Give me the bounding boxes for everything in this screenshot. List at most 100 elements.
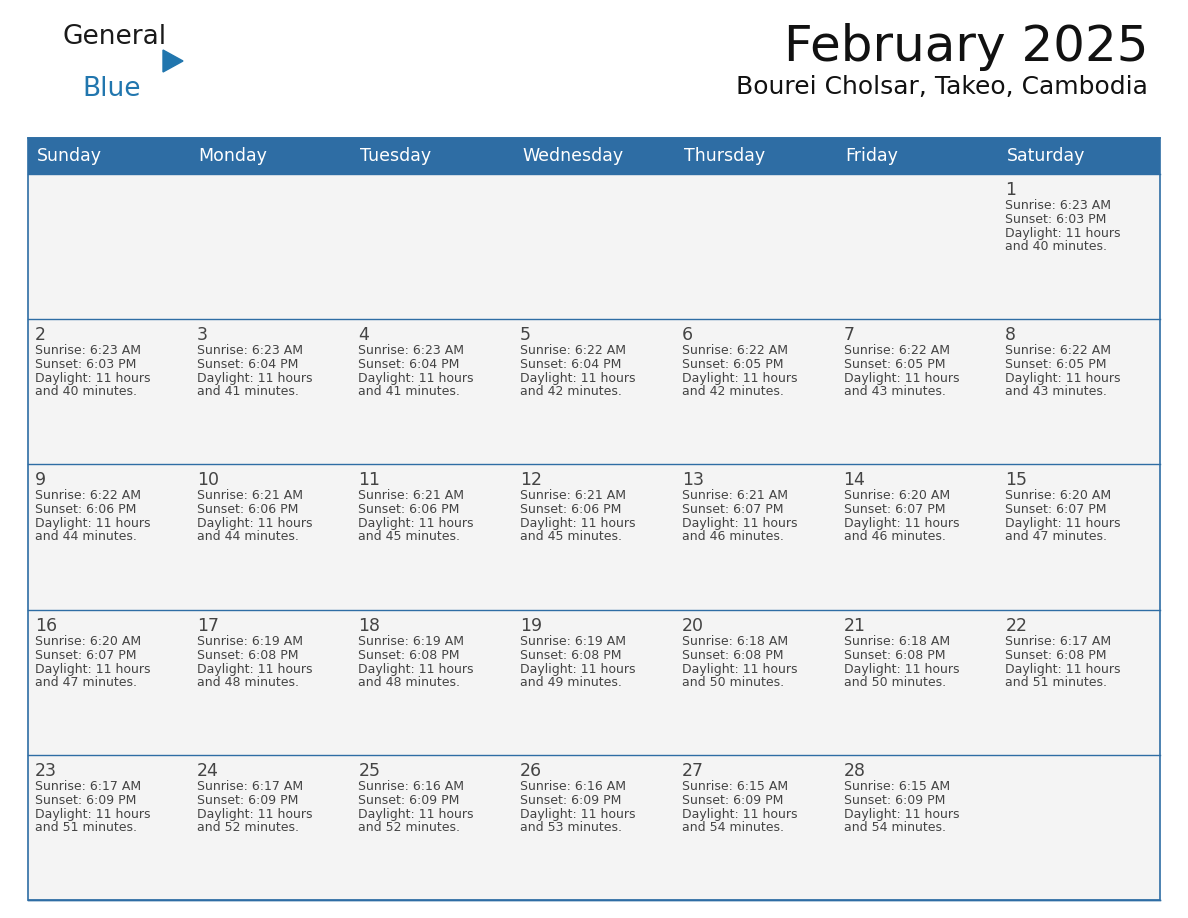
- Text: General: General: [62, 24, 166, 50]
- Text: Monday: Monday: [198, 147, 267, 165]
- Text: and 46 minutes.: and 46 minutes.: [682, 531, 784, 543]
- Text: and 48 minutes.: and 48 minutes.: [197, 676, 298, 688]
- Text: and 40 minutes.: and 40 minutes.: [34, 386, 137, 398]
- Text: 10: 10: [197, 472, 219, 489]
- Text: and 52 minutes.: and 52 minutes.: [197, 821, 298, 834]
- Text: Daylight: 11 hours: Daylight: 11 hours: [359, 663, 474, 676]
- Text: Daylight: 11 hours: Daylight: 11 hours: [520, 518, 636, 531]
- Text: Daylight: 11 hours: Daylight: 11 hours: [682, 808, 797, 821]
- Text: 9: 9: [34, 472, 46, 489]
- Text: Tuesday: Tuesday: [360, 147, 431, 165]
- Text: and 43 minutes.: and 43 minutes.: [843, 386, 946, 398]
- Text: Sunrise: 6:20 AM: Sunrise: 6:20 AM: [34, 634, 141, 647]
- Text: Sunset: 6:06 PM: Sunset: 6:06 PM: [359, 503, 460, 517]
- Text: 12: 12: [520, 472, 542, 489]
- Text: Sunset: 6:04 PM: Sunset: 6:04 PM: [520, 358, 621, 371]
- Text: 21: 21: [843, 617, 866, 634]
- Text: Sunrise: 6:21 AM: Sunrise: 6:21 AM: [197, 489, 303, 502]
- Text: Sunset: 6:08 PM: Sunset: 6:08 PM: [197, 649, 298, 662]
- Text: Sunrise: 6:18 AM: Sunrise: 6:18 AM: [843, 634, 949, 647]
- Text: Daylight: 11 hours: Daylight: 11 hours: [359, 518, 474, 531]
- Text: 20: 20: [682, 617, 703, 634]
- Text: Sunrise: 6:19 AM: Sunrise: 6:19 AM: [359, 634, 465, 647]
- Text: Sunset: 6:05 PM: Sunset: 6:05 PM: [1005, 358, 1107, 371]
- Text: and 41 minutes.: and 41 minutes.: [197, 386, 298, 398]
- Text: and 54 minutes.: and 54 minutes.: [682, 821, 784, 834]
- Text: and 51 minutes.: and 51 minutes.: [34, 821, 137, 834]
- Text: and 48 minutes.: and 48 minutes.: [359, 676, 461, 688]
- Text: Daylight: 11 hours: Daylight: 11 hours: [520, 372, 636, 386]
- Text: 4: 4: [359, 326, 369, 344]
- Text: and 51 minutes.: and 51 minutes.: [1005, 676, 1107, 688]
- Text: Thursday: Thursday: [684, 147, 765, 165]
- Text: 17: 17: [197, 617, 219, 634]
- Text: and 47 minutes.: and 47 minutes.: [34, 676, 137, 688]
- Text: Sunrise: 6:17 AM: Sunrise: 6:17 AM: [197, 779, 303, 793]
- Text: Sunrise: 6:16 AM: Sunrise: 6:16 AM: [359, 779, 465, 793]
- Text: Sunset: 6:09 PM: Sunset: 6:09 PM: [34, 794, 137, 807]
- Text: Sunrise: 6:17 AM: Sunrise: 6:17 AM: [34, 779, 141, 793]
- Text: and 42 minutes.: and 42 minutes.: [682, 386, 784, 398]
- Text: Friday: Friday: [846, 147, 898, 165]
- Text: 6: 6: [682, 326, 693, 344]
- Text: Daylight: 11 hours: Daylight: 11 hours: [843, 808, 959, 821]
- Bar: [29, 138, 1159, 174]
- Text: Sunset: 6:09 PM: Sunset: 6:09 PM: [359, 794, 460, 807]
- Text: and 40 minutes.: and 40 minutes.: [1005, 240, 1107, 253]
- Text: Daylight: 11 hours: Daylight: 11 hours: [682, 518, 797, 531]
- Text: Sunset: 6:04 PM: Sunset: 6:04 PM: [197, 358, 298, 371]
- Text: and 41 minutes.: and 41 minutes.: [359, 386, 460, 398]
- Text: 5: 5: [520, 326, 531, 344]
- Text: Daylight: 11 hours: Daylight: 11 hours: [843, 518, 959, 531]
- Text: Daylight: 11 hours: Daylight: 11 hours: [520, 808, 636, 821]
- Text: Daylight: 11 hours: Daylight: 11 hours: [34, 372, 151, 386]
- Text: Sunset: 6:07 PM: Sunset: 6:07 PM: [1005, 503, 1107, 517]
- Text: Sunset: 6:05 PM: Sunset: 6:05 PM: [682, 358, 783, 371]
- Text: and 54 minutes.: and 54 minutes.: [843, 821, 946, 834]
- Bar: [29, 174, 1159, 319]
- Text: Sunrise: 6:18 AM: Sunrise: 6:18 AM: [682, 634, 788, 647]
- Text: 18: 18: [359, 617, 380, 634]
- Text: Sunset: 6:09 PM: Sunset: 6:09 PM: [520, 794, 621, 807]
- Text: and 50 minutes.: and 50 minutes.: [843, 676, 946, 688]
- Text: Sunrise: 6:23 AM: Sunrise: 6:23 AM: [34, 344, 141, 357]
- Text: Sunset: 6:07 PM: Sunset: 6:07 PM: [34, 649, 137, 662]
- Text: Daylight: 11 hours: Daylight: 11 hours: [1005, 372, 1120, 386]
- Text: Daylight: 11 hours: Daylight: 11 hours: [34, 518, 151, 531]
- Text: Daylight: 11 hours: Daylight: 11 hours: [197, 663, 312, 676]
- Text: Daylight: 11 hours: Daylight: 11 hours: [843, 663, 959, 676]
- Text: Sunset: 6:08 PM: Sunset: 6:08 PM: [359, 649, 460, 662]
- Text: Sunrise: 6:22 AM: Sunrise: 6:22 AM: [520, 344, 626, 357]
- Text: Sunrise: 6:16 AM: Sunrise: 6:16 AM: [520, 779, 626, 793]
- Text: 11: 11: [359, 472, 380, 489]
- Text: Wednesday: Wednesday: [523, 147, 624, 165]
- Text: Sunset: 6:06 PM: Sunset: 6:06 PM: [197, 503, 298, 517]
- Text: Daylight: 11 hours: Daylight: 11 hours: [34, 808, 151, 821]
- Text: Daylight: 11 hours: Daylight: 11 hours: [197, 372, 312, 386]
- Text: Sunrise: 6:15 AM: Sunrise: 6:15 AM: [682, 779, 788, 793]
- Text: Sunrise: 6:19 AM: Sunrise: 6:19 AM: [520, 634, 626, 647]
- Text: 22: 22: [1005, 617, 1028, 634]
- Text: February 2025: February 2025: [784, 23, 1148, 71]
- Text: Daylight: 11 hours: Daylight: 11 hours: [1005, 227, 1120, 240]
- Bar: [29, 755, 1159, 900]
- Text: Daylight: 11 hours: Daylight: 11 hours: [682, 663, 797, 676]
- Text: Daylight: 11 hours: Daylight: 11 hours: [520, 663, 636, 676]
- Text: Sunrise: 6:23 AM: Sunrise: 6:23 AM: [359, 344, 465, 357]
- Text: Daylight: 11 hours: Daylight: 11 hours: [682, 372, 797, 386]
- Text: Sunset: 6:08 PM: Sunset: 6:08 PM: [1005, 649, 1107, 662]
- Text: Sunrise: 6:19 AM: Sunrise: 6:19 AM: [197, 634, 303, 647]
- Text: Sunset: 6:09 PM: Sunset: 6:09 PM: [682, 794, 783, 807]
- Text: Sunset: 6:07 PM: Sunset: 6:07 PM: [843, 503, 946, 517]
- Text: Sunrise: 6:21 AM: Sunrise: 6:21 AM: [359, 489, 465, 502]
- Text: Sunrise: 6:22 AM: Sunrise: 6:22 AM: [843, 344, 949, 357]
- Text: Sunrise: 6:22 AM: Sunrise: 6:22 AM: [1005, 344, 1111, 357]
- Text: Sunset: 6:08 PM: Sunset: 6:08 PM: [520, 649, 621, 662]
- Text: Sunrise: 6:23 AM: Sunrise: 6:23 AM: [1005, 199, 1111, 212]
- Text: Sunset: 6:06 PM: Sunset: 6:06 PM: [34, 503, 137, 517]
- Text: 15: 15: [1005, 472, 1028, 489]
- Text: Daylight: 11 hours: Daylight: 11 hours: [197, 518, 312, 531]
- Text: 25: 25: [359, 762, 380, 779]
- Bar: [29, 319, 1159, 465]
- Text: Daylight: 11 hours: Daylight: 11 hours: [359, 372, 474, 386]
